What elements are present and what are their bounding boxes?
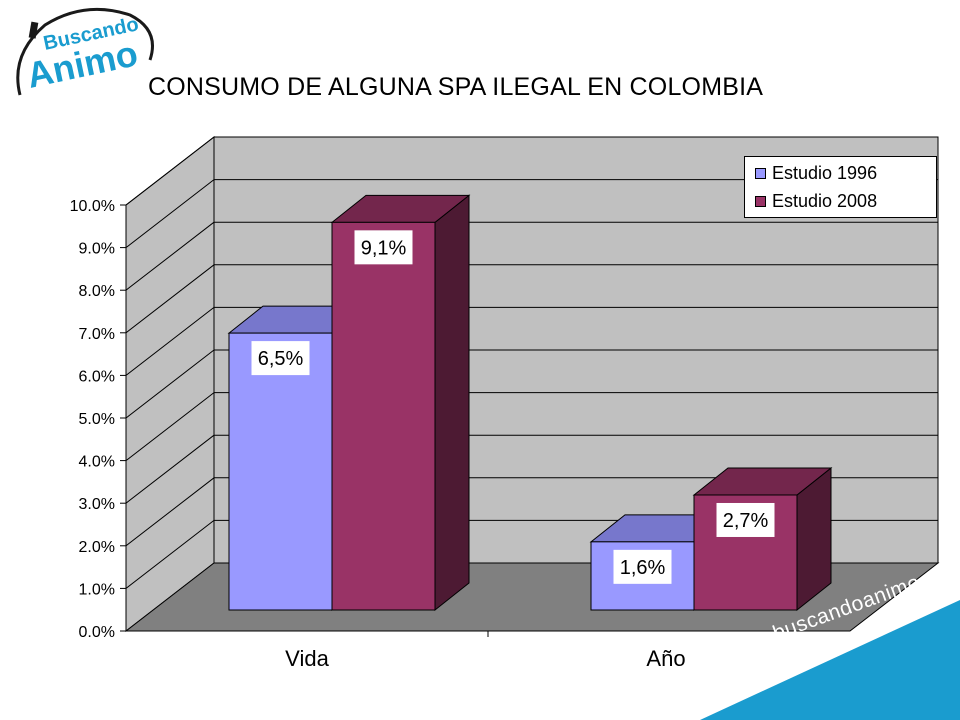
gridline-side bbox=[125, 221, 215, 291]
bar-1-año-label: 1,6% bbox=[620, 557, 666, 579]
ytick-label: 5.0% bbox=[79, 411, 115, 428]
ytick-label: 6.0% bbox=[79, 368, 115, 385]
x-label-2: Año bbox=[646, 646, 685, 671]
ytick-label: 1.0% bbox=[79, 581, 115, 598]
gridline-side bbox=[125, 477, 215, 547]
gridline-side bbox=[125, 264, 215, 334]
legend-label-2: Estudio 2008 bbox=[772, 190, 878, 211]
chart-title: CONSUMO DE ALGUNA SPA ILEGAL EN COLOMBIA bbox=[148, 73, 764, 101]
bar-2-año-label-box bbox=[716, 502, 775, 537]
bar-1-vida-label-box bbox=[251, 341, 310, 376]
ytick-label: 4.0% bbox=[79, 454, 115, 471]
gridline-side bbox=[125, 307, 215, 376]
gridline-side bbox=[125, 179, 215, 248]
legend-swatch-2 bbox=[755, 195, 766, 207]
accent-band bbox=[700, 600, 960, 720]
legend-label-1: Estudio 1996 bbox=[772, 162, 878, 183]
bar-1-vida bbox=[228, 332, 333, 611]
bar-2-vida-label-box bbox=[354, 230, 413, 265]
gridline-side bbox=[125, 520, 215, 589]
bar-1-vida-label: 6,5% bbox=[258, 348, 304, 370]
legend-item-1: Estudio 1996 bbox=[755, 162, 877, 184]
gridline-side bbox=[125, 349, 215, 419]
bar-2-vida-label: 9,1% bbox=[361, 237, 407, 259]
bar-2-vida bbox=[331, 221, 436, 611]
ytick-label: 9.0% bbox=[79, 241, 115, 258]
ytick-label: 7.0% bbox=[79, 326, 115, 343]
buscando-animo-logo: Buscando Animo bbox=[16, 7, 154, 96]
legend-item-2: Estudio 2008 bbox=[755, 190, 877, 212]
ytick-label: 3.0% bbox=[79, 496, 115, 513]
gridline-side bbox=[125, 434, 215, 504]
bar-2-año-label: 2,7% bbox=[723, 510, 769, 532]
x-label-1: Vida bbox=[285, 646, 329, 671]
gridline-side bbox=[125, 136, 215, 206]
ytick-label: 0.0% bbox=[79, 624, 115, 641]
bar-2-vida-side bbox=[434, 194, 470, 612]
bar-1-año-label-box bbox=[613, 549, 672, 584]
gridline-side bbox=[125, 392, 215, 461]
legend-swatch-1 bbox=[755, 167, 766, 179]
ytick-label: 2.0% bbox=[79, 539, 115, 556]
ytick-label: 10.0% bbox=[70, 198, 115, 215]
ytick-label: 8.0% bbox=[79, 283, 115, 300]
chart-legend: Estudio 1996 Estudio 2008 bbox=[744, 156, 937, 218]
